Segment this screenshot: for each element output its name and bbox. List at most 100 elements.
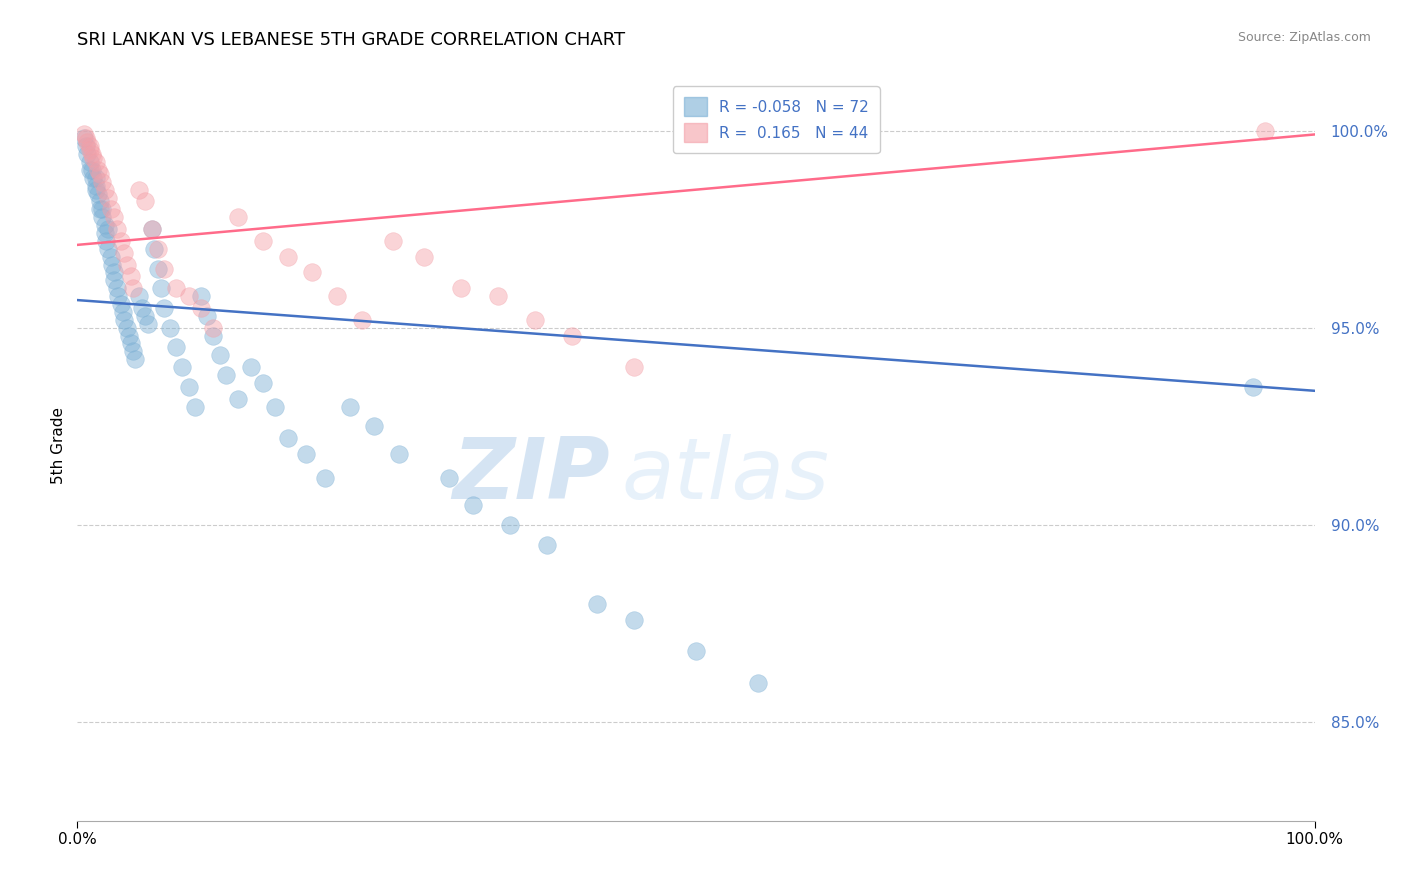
Point [97, 190, 120, 204]
Point [93, 218, 115, 232]
Point [82, 163, 104, 178]
Point [118, 328, 141, 343]
Text: ZIP: ZIP [451, 434, 609, 517]
Point [301, 265, 323, 279]
Point [208, 348, 231, 362]
Point [131, 301, 153, 315]
Point [100, 202, 122, 217]
Point [463, 498, 485, 512]
Point [226, 392, 249, 406]
Point [128, 289, 150, 303]
Point [1241, 380, 1264, 394]
Point [79, 163, 101, 178]
Point [623, 360, 645, 375]
Point [561, 328, 583, 343]
Point [112, 245, 135, 260]
Point [450, 281, 472, 295]
Point [100, 250, 122, 264]
Point [239, 360, 262, 375]
Point [499, 517, 522, 532]
Point [295, 447, 318, 461]
Point [79, 139, 101, 153]
Point [120, 336, 142, 351]
Point [120, 269, 142, 284]
Point [89, 167, 111, 181]
Point [84, 183, 107, 197]
Point [172, 360, 194, 375]
Point [165, 281, 187, 295]
Point [112, 305, 135, 319]
Point [190, 301, 212, 315]
Point [72, 131, 94, 145]
Point [124, 352, 146, 367]
Point [107, 289, 129, 303]
Point [747, 675, 769, 690]
Point [153, 301, 176, 315]
Point [89, 202, 111, 217]
Point [103, 265, 125, 279]
Point [190, 289, 212, 303]
Y-axis label: 5th Grade: 5th Grade [51, 408, 66, 484]
Point [76, 147, 98, 161]
Point [215, 368, 238, 382]
Point [277, 431, 299, 445]
Point [486, 289, 509, 303]
Point [136, 317, 159, 331]
Point [524, 313, 547, 327]
Point [226, 211, 249, 225]
Point [79, 155, 101, 169]
Point [115, 320, 138, 334]
Point [153, 261, 176, 276]
Point [586, 597, 609, 611]
Point [184, 400, 207, 414]
Point [82, 151, 104, 165]
Point [1254, 123, 1277, 137]
Point [412, 250, 434, 264]
Point [84, 178, 107, 193]
Point [339, 400, 361, 414]
Point [110, 297, 132, 311]
Point [82, 147, 104, 161]
Point [165, 340, 187, 354]
Point [91, 211, 114, 225]
Point [122, 344, 145, 359]
Point [264, 400, 287, 414]
Text: SRI LANKAN VS LEBANESE 5TH GRADE CORRELATION CHART: SRI LANKAN VS LEBANESE 5TH GRADE CORRELA… [77, 31, 626, 49]
Point [159, 320, 181, 334]
Point [93, 183, 115, 197]
Point [350, 313, 373, 327]
Point [91, 175, 114, 189]
Point [202, 328, 225, 343]
Point [388, 447, 411, 461]
Point [141, 222, 163, 236]
Point [134, 194, 156, 209]
Point [685, 644, 707, 658]
Point [82, 170, 104, 185]
Point [437, 470, 460, 484]
Point [75, 139, 97, 153]
Point [202, 320, 225, 334]
Point [105, 281, 128, 295]
Point [84, 155, 107, 169]
Point [146, 261, 169, 276]
Point [87, 163, 110, 178]
Point [122, 281, 145, 295]
Point [97, 242, 120, 256]
Point [143, 242, 166, 256]
Point [177, 289, 200, 303]
Point [195, 309, 218, 323]
Point [314, 470, 336, 484]
Point [150, 281, 173, 295]
Point [623, 613, 645, 627]
Point [536, 538, 558, 552]
Point [110, 234, 132, 248]
Point [103, 211, 125, 225]
Point [94, 234, 117, 248]
Point [79, 143, 101, 157]
Point [112, 313, 135, 327]
Point [326, 289, 349, 303]
Point [134, 309, 156, 323]
Point [115, 258, 138, 272]
Point [91, 202, 114, 217]
Point [101, 258, 124, 272]
